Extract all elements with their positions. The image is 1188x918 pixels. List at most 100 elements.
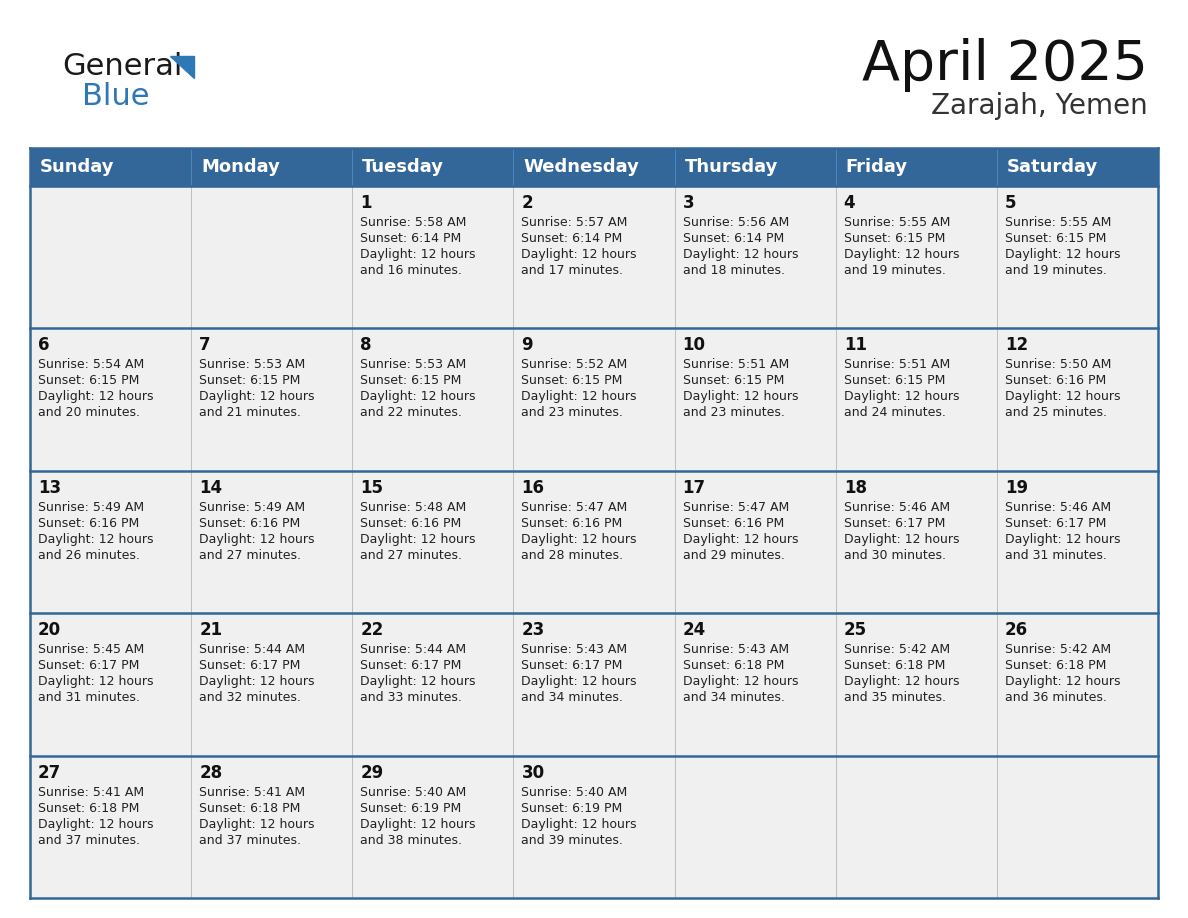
Text: Sunset: 6:15 PM: Sunset: 6:15 PM [843, 232, 946, 245]
Text: Sunset: 6:16 PM: Sunset: 6:16 PM [683, 517, 784, 530]
Text: and 38 minutes.: and 38 minutes. [360, 834, 462, 846]
Text: Sunrise: 5:43 AM: Sunrise: 5:43 AM [683, 644, 789, 656]
Text: Sunrise: 5:47 AM: Sunrise: 5:47 AM [522, 501, 627, 514]
Text: 19: 19 [1005, 479, 1028, 497]
Text: April 2025: April 2025 [862, 38, 1148, 92]
FancyBboxPatch shape [30, 471, 1158, 613]
Text: Sunset: 6:15 PM: Sunset: 6:15 PM [38, 375, 139, 387]
Text: Daylight: 12 hours: Daylight: 12 hours [38, 390, 153, 403]
Text: 16: 16 [522, 479, 544, 497]
Text: and 34 minutes.: and 34 minutes. [683, 691, 784, 704]
Text: and 25 minutes.: and 25 minutes. [1005, 407, 1107, 420]
Text: 9: 9 [522, 336, 533, 354]
Text: Sunset: 6:15 PM: Sunset: 6:15 PM [200, 375, 301, 387]
Text: and 23 minutes.: and 23 minutes. [683, 407, 784, 420]
Text: Sunrise: 5:46 AM: Sunrise: 5:46 AM [843, 501, 950, 514]
Text: 21: 21 [200, 621, 222, 639]
Text: Daylight: 12 hours: Daylight: 12 hours [200, 390, 315, 403]
Text: Saturday: Saturday [1007, 158, 1098, 176]
Text: Zarajah, Yemen: Zarajah, Yemen [931, 92, 1148, 120]
Text: Sunset: 6:14 PM: Sunset: 6:14 PM [683, 232, 784, 245]
Text: Daylight: 12 hours: Daylight: 12 hours [38, 818, 153, 831]
FancyBboxPatch shape [30, 329, 1158, 471]
Text: and 24 minutes.: and 24 minutes. [843, 407, 946, 420]
Text: Friday: Friday [846, 158, 908, 176]
Text: Sunrise: 5:46 AM: Sunrise: 5:46 AM [1005, 501, 1111, 514]
Text: and 27 minutes.: and 27 minutes. [360, 549, 462, 562]
Text: Daylight: 12 hours: Daylight: 12 hours [522, 390, 637, 403]
Text: Sunrise: 5:47 AM: Sunrise: 5:47 AM [683, 501, 789, 514]
Text: and 29 minutes.: and 29 minutes. [683, 549, 784, 562]
Text: Sunset: 6:17 PM: Sunset: 6:17 PM [843, 517, 946, 530]
Text: 29: 29 [360, 764, 384, 781]
Text: Sunrise: 5:50 AM: Sunrise: 5:50 AM [1005, 358, 1111, 372]
Text: Sunset: 6:16 PM: Sunset: 6:16 PM [200, 517, 301, 530]
Text: Sunrise: 5:49 AM: Sunrise: 5:49 AM [200, 501, 305, 514]
Text: Daylight: 12 hours: Daylight: 12 hours [843, 248, 959, 261]
Text: and 19 minutes.: and 19 minutes. [843, 264, 946, 277]
Text: Sunrise: 5:41 AM: Sunrise: 5:41 AM [38, 786, 144, 799]
FancyBboxPatch shape [30, 148, 1158, 186]
Text: 30: 30 [522, 764, 544, 781]
Text: Sunrise: 5:40 AM: Sunrise: 5:40 AM [522, 786, 627, 799]
Text: and 20 minutes.: and 20 minutes. [38, 407, 140, 420]
Text: and 31 minutes.: and 31 minutes. [1005, 549, 1107, 562]
Text: Daylight: 12 hours: Daylight: 12 hours [38, 676, 153, 688]
Text: Sunset: 6:19 PM: Sunset: 6:19 PM [522, 801, 623, 814]
Text: Wednesday: Wednesday [524, 158, 639, 176]
Text: Daylight: 12 hours: Daylight: 12 hours [360, 532, 475, 546]
Text: Sunrise: 5:51 AM: Sunrise: 5:51 AM [843, 358, 950, 372]
Text: Sunset: 6:18 PM: Sunset: 6:18 PM [843, 659, 946, 672]
Text: and 28 minutes.: and 28 minutes. [522, 549, 624, 562]
Text: Thursday: Thursday [684, 158, 778, 176]
Text: Sunset: 6:14 PM: Sunset: 6:14 PM [360, 232, 461, 245]
Text: Blue: Blue [82, 82, 150, 111]
Text: and 19 minutes.: and 19 minutes. [1005, 264, 1107, 277]
Text: Sunset: 6:15 PM: Sunset: 6:15 PM [1005, 232, 1106, 245]
FancyBboxPatch shape [30, 756, 1158, 898]
Text: Sunset: 6:18 PM: Sunset: 6:18 PM [1005, 659, 1106, 672]
Text: 24: 24 [683, 621, 706, 639]
Text: 3: 3 [683, 194, 694, 212]
Text: Daylight: 12 hours: Daylight: 12 hours [683, 676, 798, 688]
Text: 1: 1 [360, 194, 372, 212]
Text: and 27 minutes.: and 27 minutes. [200, 549, 301, 562]
Text: Sunrise: 5:48 AM: Sunrise: 5:48 AM [360, 501, 467, 514]
Text: 28: 28 [200, 764, 222, 781]
Text: Daylight: 12 hours: Daylight: 12 hours [1005, 390, 1120, 403]
Text: and 37 minutes.: and 37 minutes. [38, 834, 140, 846]
Text: 10: 10 [683, 336, 706, 354]
Text: 11: 11 [843, 336, 867, 354]
Text: Sunrise: 5:52 AM: Sunrise: 5:52 AM [522, 358, 627, 372]
Text: 13: 13 [38, 479, 61, 497]
Text: Sunrise: 5:55 AM: Sunrise: 5:55 AM [843, 216, 950, 229]
FancyBboxPatch shape [30, 186, 1158, 329]
Polygon shape [170, 56, 194, 78]
Text: Sunrise: 5:57 AM: Sunrise: 5:57 AM [522, 216, 627, 229]
Text: and 35 minutes.: and 35 minutes. [843, 691, 946, 704]
Text: Sunrise: 5:55 AM: Sunrise: 5:55 AM [1005, 216, 1111, 229]
Text: 25: 25 [843, 621, 867, 639]
Text: Sunset: 6:16 PM: Sunset: 6:16 PM [1005, 375, 1106, 387]
Text: Monday: Monday [201, 158, 280, 176]
Text: Sunrise: 5:45 AM: Sunrise: 5:45 AM [38, 644, 144, 656]
Text: Daylight: 12 hours: Daylight: 12 hours [522, 676, 637, 688]
Text: Sunrise: 5:54 AM: Sunrise: 5:54 AM [38, 358, 144, 372]
Text: Sunday: Sunday [40, 158, 114, 176]
Text: Sunrise: 5:42 AM: Sunrise: 5:42 AM [1005, 644, 1111, 656]
Text: Sunset: 6:15 PM: Sunset: 6:15 PM [522, 375, 623, 387]
Text: 26: 26 [1005, 621, 1028, 639]
Text: Sunrise: 5:42 AM: Sunrise: 5:42 AM [843, 644, 950, 656]
FancyBboxPatch shape [30, 613, 1158, 756]
Text: and 23 minutes.: and 23 minutes. [522, 407, 624, 420]
Text: 8: 8 [360, 336, 372, 354]
Text: Sunrise: 5:40 AM: Sunrise: 5:40 AM [360, 786, 467, 799]
Text: Sunrise: 5:41 AM: Sunrise: 5:41 AM [200, 786, 305, 799]
Text: General: General [62, 52, 183, 81]
Text: and 22 minutes.: and 22 minutes. [360, 407, 462, 420]
Text: and 17 minutes.: and 17 minutes. [522, 264, 624, 277]
Text: Sunset: 6:18 PM: Sunset: 6:18 PM [683, 659, 784, 672]
Text: 7: 7 [200, 336, 210, 354]
Text: 20: 20 [38, 621, 61, 639]
Text: 14: 14 [200, 479, 222, 497]
